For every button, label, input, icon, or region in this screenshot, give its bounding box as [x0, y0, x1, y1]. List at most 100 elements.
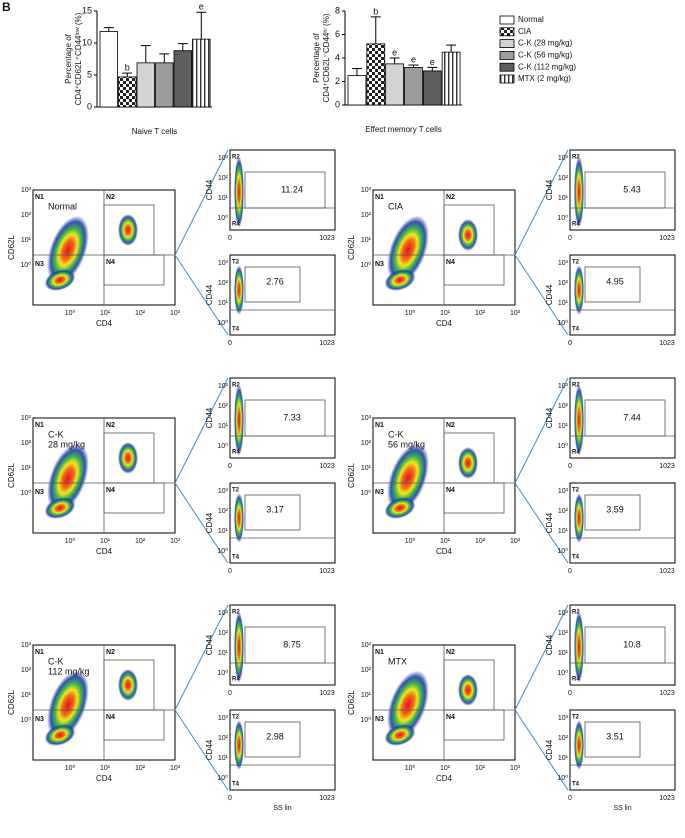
legend-swatch	[499, 39, 515, 48]
gate-label: N3	[35, 489, 44, 496]
gate-label: R4	[232, 450, 240, 456]
sample-label: 28 mg/kg	[48, 439, 85, 449]
gate-box	[103, 254, 165, 286]
connector	[174, 254, 229, 336]
gate-value: 5.43	[623, 184, 641, 194]
flow-panel: N1 N2 N3 N4 Normal 10⁰ 10⁰ 10¹ 10¹ 10² 10² 10³ 10³ CD…	[7, 149, 336, 347]
plot-frame	[569, 604, 676, 686]
y-tick-label: 10³	[558, 610, 569, 617]
y-tick-label: 10³	[218, 488, 229, 495]
error-bar	[446, 44, 457, 53]
gate-value: 8.75	[283, 639, 301, 649]
density-cloud	[234, 384, 244, 456]
gate-label: R2	[572, 155, 580, 161]
error-bar	[427, 66, 438, 71]
gate-label: N2	[446, 194, 455, 201]
y-tick-label: 10⁰	[20, 261, 31, 269]
x-tick-label: 0	[228, 568, 232, 575]
gate-label: N1	[35, 194, 44, 201]
connector	[514, 604, 569, 711]
y-tick-label: 10⁰	[217, 774, 228, 782]
y-tick-label: 10¹	[361, 465, 372, 472]
density-cloud	[384, 724, 416, 746]
y-tick-label: 10²	[21, 667, 32, 674]
bar	[441, 51, 461, 106]
y-tick-label: 10³	[361, 187, 372, 194]
gate-label: R2	[232, 383, 240, 389]
sample-label: 56 mg/kg	[388, 439, 425, 449]
gate-box	[584, 494, 641, 531]
y-tick-label: 10⁰	[20, 489, 31, 497]
y-axis-label: CD44	[545, 634, 554, 655]
gate-box	[244, 266, 301, 303]
density-cloud	[387, 443, 429, 513]
density-cloud	[44, 269, 76, 291]
y-tick-label: 10¹	[218, 423, 229, 430]
x-tick-label: 10⁰	[65, 309, 76, 317]
density-cloud	[574, 265, 584, 315]
error-bar	[408, 64, 419, 68]
y-tick-label: 10³	[218, 155, 229, 162]
gate-label: R4	[572, 677, 580, 683]
significance-label: e	[392, 47, 397, 57]
plot-frame	[229, 377, 336, 459]
x-tick-label: 10³	[170, 765, 181, 772]
gate-label: R2	[572, 610, 580, 616]
x-tick-label: 10²	[475, 538, 486, 545]
gate-label: T4	[232, 327, 240, 333]
y-tick-label: 10⁰	[217, 214, 228, 222]
gate-box	[443, 482, 505, 514]
gate-box	[244, 626, 326, 664]
error-bar	[370, 16, 381, 44]
y-tick-label: 10¹	[558, 423, 569, 430]
error-bar	[140, 45, 151, 63]
plot-frame	[229, 254, 336, 336]
y-tick-label: 10²	[361, 212, 372, 219]
plot-frame	[229, 149, 336, 231]
y-tick-label: 10²	[558, 175, 569, 182]
y-tick-label: 0	[87, 101, 92, 111]
plot-frame	[569, 482, 676, 564]
gate-label: T2	[572, 715, 580, 721]
x-tick-label: 0	[228, 235, 232, 242]
gate-value: 4.95	[606, 276, 624, 286]
y-axis-label: CD4⁺CD62L⁻CD44ʰⁱ (%)	[322, 13, 331, 102]
y-tick-label: 10¹	[218, 195, 229, 202]
gate-label: N1	[35, 422, 44, 429]
gate-label: N4	[106, 259, 115, 266]
sample-label: CIA	[388, 201, 403, 211]
y-tick-label: 10⁰	[217, 669, 228, 677]
x-tick-label: 10⁰	[405, 537, 416, 545]
x-tick-label: 10²	[475, 310, 486, 317]
gate-value: 7.44	[623, 412, 641, 422]
gate-label: R4	[232, 677, 240, 683]
error-bar	[351, 68, 362, 76]
x-tick-label: 10³	[170, 310, 181, 317]
density-cloud	[44, 497, 76, 519]
connector	[174, 709, 229, 791]
y-tick-label: 10³	[218, 260, 229, 267]
y-tick-label: 10²	[21, 212, 32, 219]
gate-label: T4	[232, 555, 240, 561]
y-axis-label: CD44	[205, 634, 214, 655]
bar	[155, 62, 174, 108]
plot-frame	[229, 709, 336, 791]
y-tick-label: 10²	[218, 280, 229, 287]
gate-label: N1	[375, 649, 384, 656]
density-cloud	[234, 493, 244, 543]
legend-swatch	[499, 51, 515, 60]
connector	[174, 377, 229, 484]
y-tick-label: 8	[335, 5, 340, 15]
y-tick-label: 10¹	[558, 300, 569, 307]
gate-value: 7.33	[283, 412, 301, 422]
x-tick-label: 0	[228, 795, 232, 802]
x-tick-label: 10¹	[440, 310, 451, 317]
y-tick-label: 10⁰	[360, 261, 371, 269]
gate-label: T2	[232, 260, 240, 266]
gate-label: N2	[446, 422, 455, 429]
y-tick-label: 10⁰	[557, 669, 568, 677]
legend-label: C-K (56 mg/kg)	[518, 51, 573, 60]
density-cloud	[47, 443, 89, 513]
y-axis-label: CD44	[205, 739, 214, 760]
